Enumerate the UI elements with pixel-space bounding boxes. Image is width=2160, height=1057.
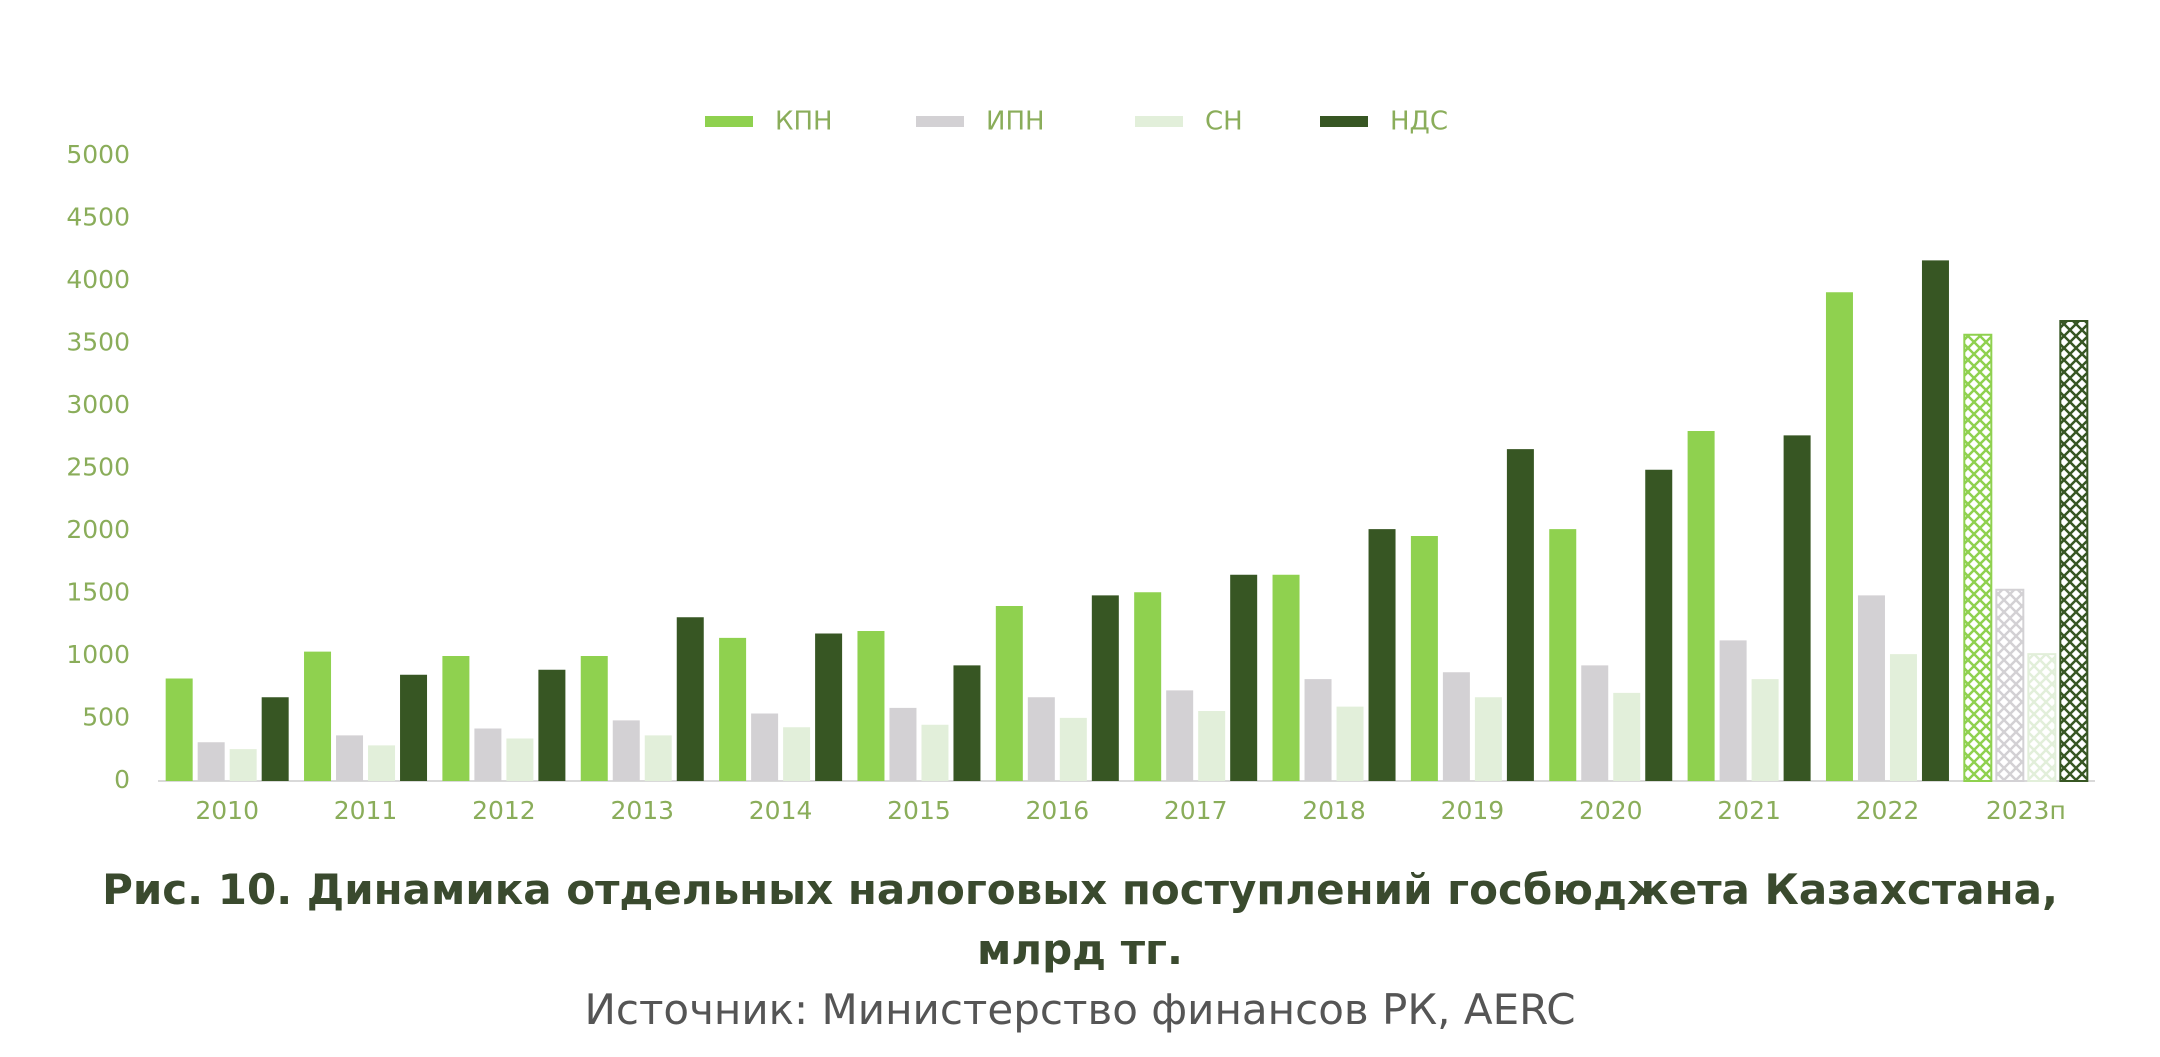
bar [506, 738, 534, 781]
legend-label: НДС [1390, 107, 1448, 137]
bar [1687, 431, 1715, 781]
bar [538, 669, 566, 781]
bar [815, 633, 843, 781]
x-tick-label: 2016 [1026, 796, 1090, 825]
bar [1963, 333, 1993, 782]
bar [1889, 654, 1917, 781]
legend-swatch [1320, 116, 1368, 127]
x-tick-label: 2018 [1302, 796, 1366, 825]
x-tick-label: 2021 [1717, 796, 1781, 825]
bar [229, 749, 257, 781]
y-tick-label: 4000 [66, 265, 130, 294]
y-tick-label: 2000 [66, 515, 130, 544]
bar [719, 637, 747, 781]
bar [1091, 595, 1119, 781]
legend-swatch [705, 116, 753, 127]
bar [1198, 711, 1226, 781]
bar [474, 728, 502, 781]
bar [442, 656, 470, 781]
bar [1506, 449, 1534, 781]
bar [336, 735, 364, 781]
bar [1549, 529, 1577, 781]
x-tick-label: 2013 [610, 796, 674, 825]
y-tick-label: 5000 [66, 140, 130, 169]
bar [1027, 697, 1055, 781]
bar [400, 674, 428, 781]
bar [857, 631, 885, 781]
chart-title: Рис. 10. Динамика отдельных налоговых по… [102, 865, 2058, 974]
x-tick-label: 2014 [749, 796, 813, 825]
x-tick-label: 2010 [195, 796, 259, 825]
x-tick-label: 2015 [887, 796, 951, 825]
bar [1645, 469, 1673, 781]
y-tick-label: 2500 [66, 453, 130, 482]
bar [1474, 697, 1502, 781]
bar [1825, 292, 1853, 781]
bar [1272, 574, 1300, 781]
bar [1368, 529, 1396, 781]
bar [1857, 595, 1885, 781]
y-tick-label: 4500 [66, 203, 130, 232]
bar [2027, 653, 2057, 782]
x-tick-label: 2017 [1164, 796, 1228, 825]
y-tick-label: 3500 [66, 328, 130, 357]
bar [1719, 640, 1747, 781]
bar [261, 697, 289, 781]
bar [304, 651, 332, 781]
bar [1304, 679, 1332, 781]
bar [953, 665, 981, 781]
bar [1442, 672, 1470, 781]
bar [368, 745, 396, 781]
y-tick-label: 500 [82, 703, 130, 732]
bar [1410, 536, 1438, 781]
bar [644, 735, 672, 781]
bar [1581, 665, 1609, 781]
bar [1059, 717, 1087, 781]
x-tick-label: 2023п [1986, 796, 2066, 825]
bar [165, 678, 193, 781]
y-tick-label: 1000 [66, 640, 130, 669]
bar [580, 656, 608, 781]
bar [1230, 574, 1258, 781]
bar [612, 720, 640, 781]
bar [889, 707, 917, 781]
x-tick-label: 2019 [1441, 796, 1505, 825]
bar [197, 742, 225, 781]
legend-label: СН [1205, 107, 1243, 137]
y-tick-label: 0 [114, 765, 130, 794]
bar [1751, 679, 1779, 781]
bar [1783, 435, 1811, 781]
bar [1613, 692, 1641, 781]
bar [995, 606, 1023, 781]
chart-source: Источник: Министерство финансов РК, AERC [584, 985, 1576, 1034]
bar [1166, 690, 1194, 781]
bar [1134, 592, 1162, 781]
legend-swatch [916, 116, 964, 127]
bar [1921, 260, 1949, 781]
bar [783, 727, 811, 781]
bar [751, 713, 779, 781]
legend-label: КПН [775, 107, 833, 137]
bar [676, 617, 704, 781]
bar [921, 724, 949, 781]
bar [1995, 588, 2025, 782]
y-tick-label: 3000 [66, 390, 130, 419]
x-tick-label: 2011 [334, 796, 398, 825]
legend-label: ИПН [986, 107, 1045, 137]
bar [1336, 706, 1364, 781]
x-tick-label: 2022 [1856, 796, 1920, 825]
x-tick-label: 2012 [472, 796, 536, 825]
x-tick-label: 2020 [1579, 796, 1643, 825]
legend-swatch [1135, 116, 1183, 127]
bar [2059, 320, 2089, 782]
y-tick-label: 1500 [66, 578, 130, 607]
